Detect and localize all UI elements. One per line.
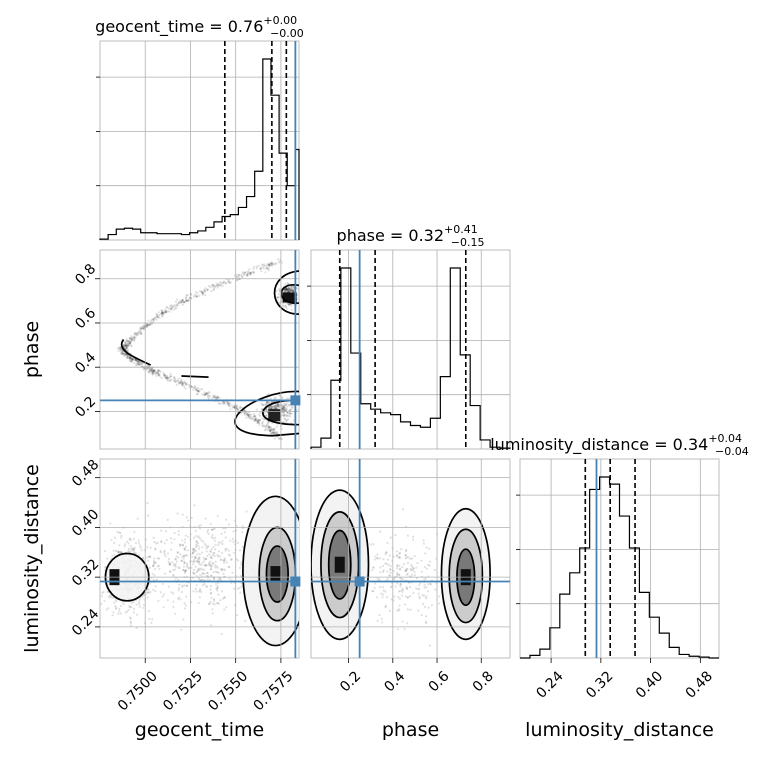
hist-step-geocent_time xyxy=(99,58,300,240)
scatter-panel-geocent_time-vs-phase-frame xyxy=(99,249,300,450)
ytick-label-luminosity_distance-1: 0.32 xyxy=(69,556,102,589)
hist-panel-phase: phase = 0.32+0.41 −0.15 xyxy=(307,223,511,450)
scatter-panel-geocent_time-vs-phase-contour-4 xyxy=(120,339,152,366)
xtick-label-phase-1: 0.4 xyxy=(381,668,408,695)
ytick-label-luminosity_distance-3: 0.48 xyxy=(69,457,102,490)
xaxis-label-luminosity_distance: luminosity_distance xyxy=(525,719,714,741)
title-luminosity_distance: luminosity_distance = 0.34+0.04 −0.04 xyxy=(490,432,749,458)
xaxis-label-geocent_time: geocent_time xyxy=(135,719,264,741)
hist-panel-phase-frame xyxy=(310,249,511,450)
ytick-label-phase-1: 0.4 xyxy=(72,349,99,376)
scatter-panel-geocent_time-vs-phase-truth-marker xyxy=(290,395,301,406)
scatter-panel-geocent_time-vs-luminosity_distance-core-0 xyxy=(270,566,281,583)
scatter-panel-geocent_time-vs-phase-contour-5 xyxy=(181,375,209,378)
scatter-panel-geocent_time-vs-phase-contour-1 xyxy=(280,284,299,304)
xtick-label-phase-2: 0.6 xyxy=(426,668,453,695)
xtick-label-geocent_time-2: 0.7550 xyxy=(205,668,251,714)
scatter-panel-geocent_time-vs-phase-core-lower xyxy=(268,409,281,422)
xtick-label-luminosity_distance-1: 0.32 xyxy=(583,668,616,701)
xtick-label-geocent_time-0: 0.7500 xyxy=(115,668,161,714)
ytick-label-luminosity_distance-0: 0.24 xyxy=(69,606,102,639)
axes-layer: geocent_time = 0.76+0.00 −0.00 phase = 0.3… xyxy=(21,14,749,741)
ytick-label-phase-0: 0.2 xyxy=(72,394,99,421)
scatter-panel-geocent_time-vs-luminosity_distance-truth-marker xyxy=(290,576,301,587)
ytick-label-luminosity_distance-2: 0.40 xyxy=(69,506,102,539)
scatter-panel-geocent_time-vs-phase-core-upper xyxy=(282,292,297,303)
xtick-label-luminosity_distance-2: 0.40 xyxy=(633,668,666,701)
ytick-label-phase-3: 0.8 xyxy=(72,261,99,288)
xtick-label-luminosity_distance-0: 0.24 xyxy=(533,668,566,701)
xtick-label-geocent_time-3: 0.7575 xyxy=(251,668,297,714)
ytick-label-phase-2: 0.6 xyxy=(72,305,99,332)
hist-panel-geocent_time-frame xyxy=(99,40,300,241)
xtick-label-geocent_time-1: 0.7525 xyxy=(160,668,206,714)
xtick-label-phase-0: 0.2 xyxy=(337,668,364,695)
yaxis-label-luminosity_distance: luminosity_distance xyxy=(21,464,43,653)
hist-panel-luminosity_distance: luminosity_distance = 0.34+0.04 −0.04 xyxy=(490,432,749,659)
xtick-label-phase-3: 0.8 xyxy=(470,668,497,695)
title-geocent_time: geocent_time = 0.76+0.00 −0.00 xyxy=(95,14,304,40)
scatter-panel-phase-vs-luminosity_distance-content xyxy=(311,459,510,658)
hist-panel-geocent_time: geocent_time = 0.76+0.00 −0.00 xyxy=(95,14,304,241)
xtick-label-luminosity_distance-3: 0.48 xyxy=(683,668,716,701)
scatter-panel-geocent_time-vs-luminosity_distance xyxy=(99,458,301,659)
scatter-panel-geocent_time-vs-phase-content xyxy=(100,250,299,449)
scatter-panel-phase-vs-luminosity_distance-truth-marker xyxy=(354,576,365,587)
scatter-panel-geocent_time-vs-phase-contour-0 xyxy=(273,270,299,315)
hist-step-phase xyxy=(310,267,511,449)
yaxis-label-phase: phase xyxy=(21,321,43,378)
scatter-panel-geocent_time-vs-phase xyxy=(99,249,301,450)
hist-step-luminosity_distance xyxy=(520,476,719,659)
scatter-panel-phase-vs-luminosity_distance-core-0 xyxy=(334,556,345,573)
title-phase: phase = 0.32+0.41 −0.15 xyxy=(337,223,485,249)
scatter-panel-phase-vs-luminosity_distance xyxy=(310,458,511,659)
xaxis-label-phase: phase xyxy=(382,719,439,741)
